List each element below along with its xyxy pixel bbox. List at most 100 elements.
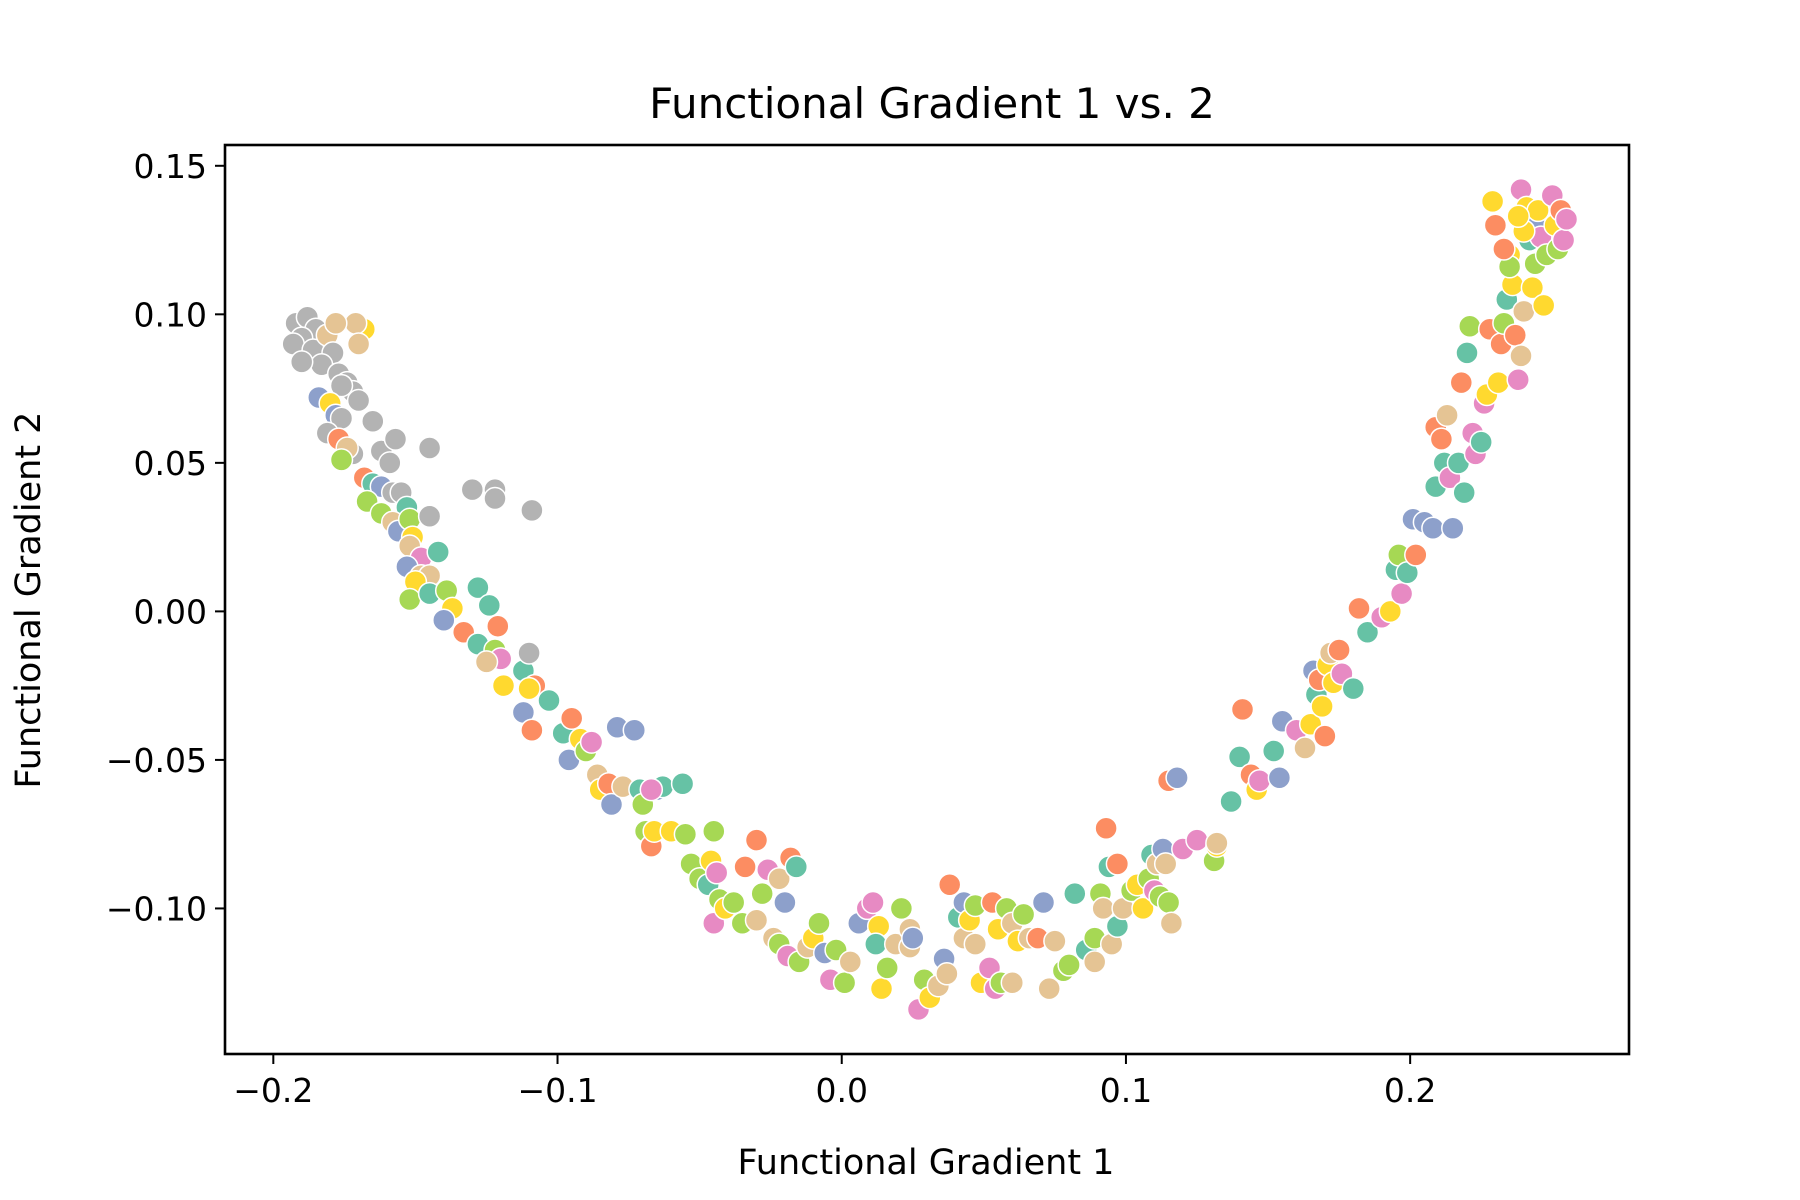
data-point-228 [1327, 638, 1351, 662]
data-point-215 [1267, 765, 1292, 790]
data-point-202 [1165, 765, 1189, 790]
data-point-214 [1261, 739, 1286, 763]
data-point-30 [378, 451, 402, 475]
data-point-112 [733, 855, 757, 879]
data-points [281, 177, 1579, 1022]
data-point-151 [935, 962, 959, 986]
data-point-119 [767, 866, 791, 891]
data-point-269 [1503, 323, 1528, 347]
data-point-182 [1091, 896, 1115, 921]
data-point-276 [1520, 275, 1545, 300]
data-point-142 [889, 896, 914, 921]
data-point-122 [773, 890, 797, 915]
data-point-232 [1355, 620, 1380, 644]
data-point-14 [329, 373, 354, 398]
data-point-87 [599, 792, 624, 817]
data-point-139 [869, 976, 894, 1001]
data-point-89 [622, 718, 647, 742]
data-point-133 [838, 950, 863, 974]
data-point-177 [1063, 881, 1087, 906]
data-point-208 [1219, 789, 1243, 814]
data-point-76 [483, 486, 507, 511]
y-tick-label: −0.05 [106, 741, 207, 780]
data-point-70 [517, 676, 541, 701]
data-point-237 [1389, 581, 1414, 606]
x-tick-label: 0.2 [1384, 1071, 1436, 1110]
y-tick-label: −0.10 [106, 889, 207, 928]
data-point-176 [1057, 953, 1081, 977]
data-point-191 [1131, 896, 1155, 921]
data-point-32 [417, 436, 442, 460]
data-point-231 [1347, 596, 1371, 621]
data-point-65 [486, 614, 510, 638]
data-point-132 [832, 970, 857, 995]
data-point-174 [1043, 929, 1067, 953]
x-tick-label: 0.0 [815, 1071, 867, 1110]
plot-frame [223, 143, 1631, 1056]
data-point-116 [744, 908, 769, 933]
data-point-136 [861, 890, 885, 915]
data-point-106 [702, 819, 726, 843]
data-point-28 [361, 409, 385, 434]
data-point-79 [559, 706, 584, 731]
data-point-253 [1455, 341, 1479, 365]
data-point-257 [1469, 430, 1493, 454]
data-point-107 [704, 861, 729, 885]
data-point-68 [517, 641, 541, 665]
data-point-113 [744, 828, 769, 852]
data-point-179 [1082, 950, 1107, 974]
data-point-73 [537, 688, 561, 713]
data-point-252 [1452, 480, 1476, 505]
data-point-145 [901, 926, 925, 950]
data-point-251 [1449, 370, 1474, 395]
data-point-173 [1037, 976, 1061, 1001]
y-axis-ticks: −0.10 −0.05 0.00 0.05 0.10 0.15 [106, 147, 225, 928]
data-point-101 [673, 822, 698, 846]
data-point-138 [864, 932, 888, 956]
data-point-44 [417, 504, 442, 529]
data-point-288 [1554, 207, 1579, 232]
y-tick-label: 0.10 [134, 295, 207, 334]
data-point-117 [750, 881, 774, 906]
data-point-224 [1313, 724, 1337, 748]
data-point-31 [383, 427, 408, 451]
data-point-17 [346, 332, 371, 356]
data-point-187 [1105, 852, 1130, 876]
data-point-204 [1185, 828, 1209, 852]
data-point-16 [343, 311, 368, 335]
data-point-270 [1506, 367, 1530, 392]
data-point-95 [639, 777, 664, 802]
data-point-183 [1094, 816, 1118, 840]
data-point-218 [1293, 736, 1317, 760]
data-point-213 [1247, 768, 1272, 793]
data-point-64 [474, 650, 499, 674]
data-point-83 [579, 730, 604, 754]
data-point-249 [1441, 516, 1465, 540]
data-point-245 [1429, 427, 1454, 451]
x-axis-label: Functional Gradient 1 [738, 1143, 1115, 1183]
data-point-152 [937, 872, 962, 897]
data-point-273 [1512, 299, 1536, 324]
data-point-292 [1492, 237, 1516, 261]
data-point-128 [807, 911, 831, 936]
data-point-290 [1506, 204, 1530, 229]
data-point-254 [1458, 314, 1482, 338]
data-point-223 [1310, 694, 1334, 719]
data-point-234 [1378, 599, 1403, 624]
data-point-74 [460, 477, 485, 502]
data-point-210 [1230, 697, 1255, 722]
data-point-52 [397, 587, 422, 612]
data-point-240 [1404, 543, 1428, 567]
y-tick-label: 0.15 [134, 147, 207, 186]
chart-title: Functional Gradient 1 vs. 2 [649, 79, 1215, 128]
x-tick-label: −0.2 [233, 1071, 313, 1110]
data-point-207 [1205, 831, 1229, 855]
data-point-111 [721, 890, 746, 915]
data-point-172 [1031, 890, 1056, 915]
data-point-287 [1551, 228, 1576, 252]
data-point-77 [520, 498, 544, 523]
data-point-247 [1435, 403, 1459, 428]
data-point-262 [1483, 213, 1508, 237]
x-tick-label: −0.1 [517, 1071, 597, 1110]
